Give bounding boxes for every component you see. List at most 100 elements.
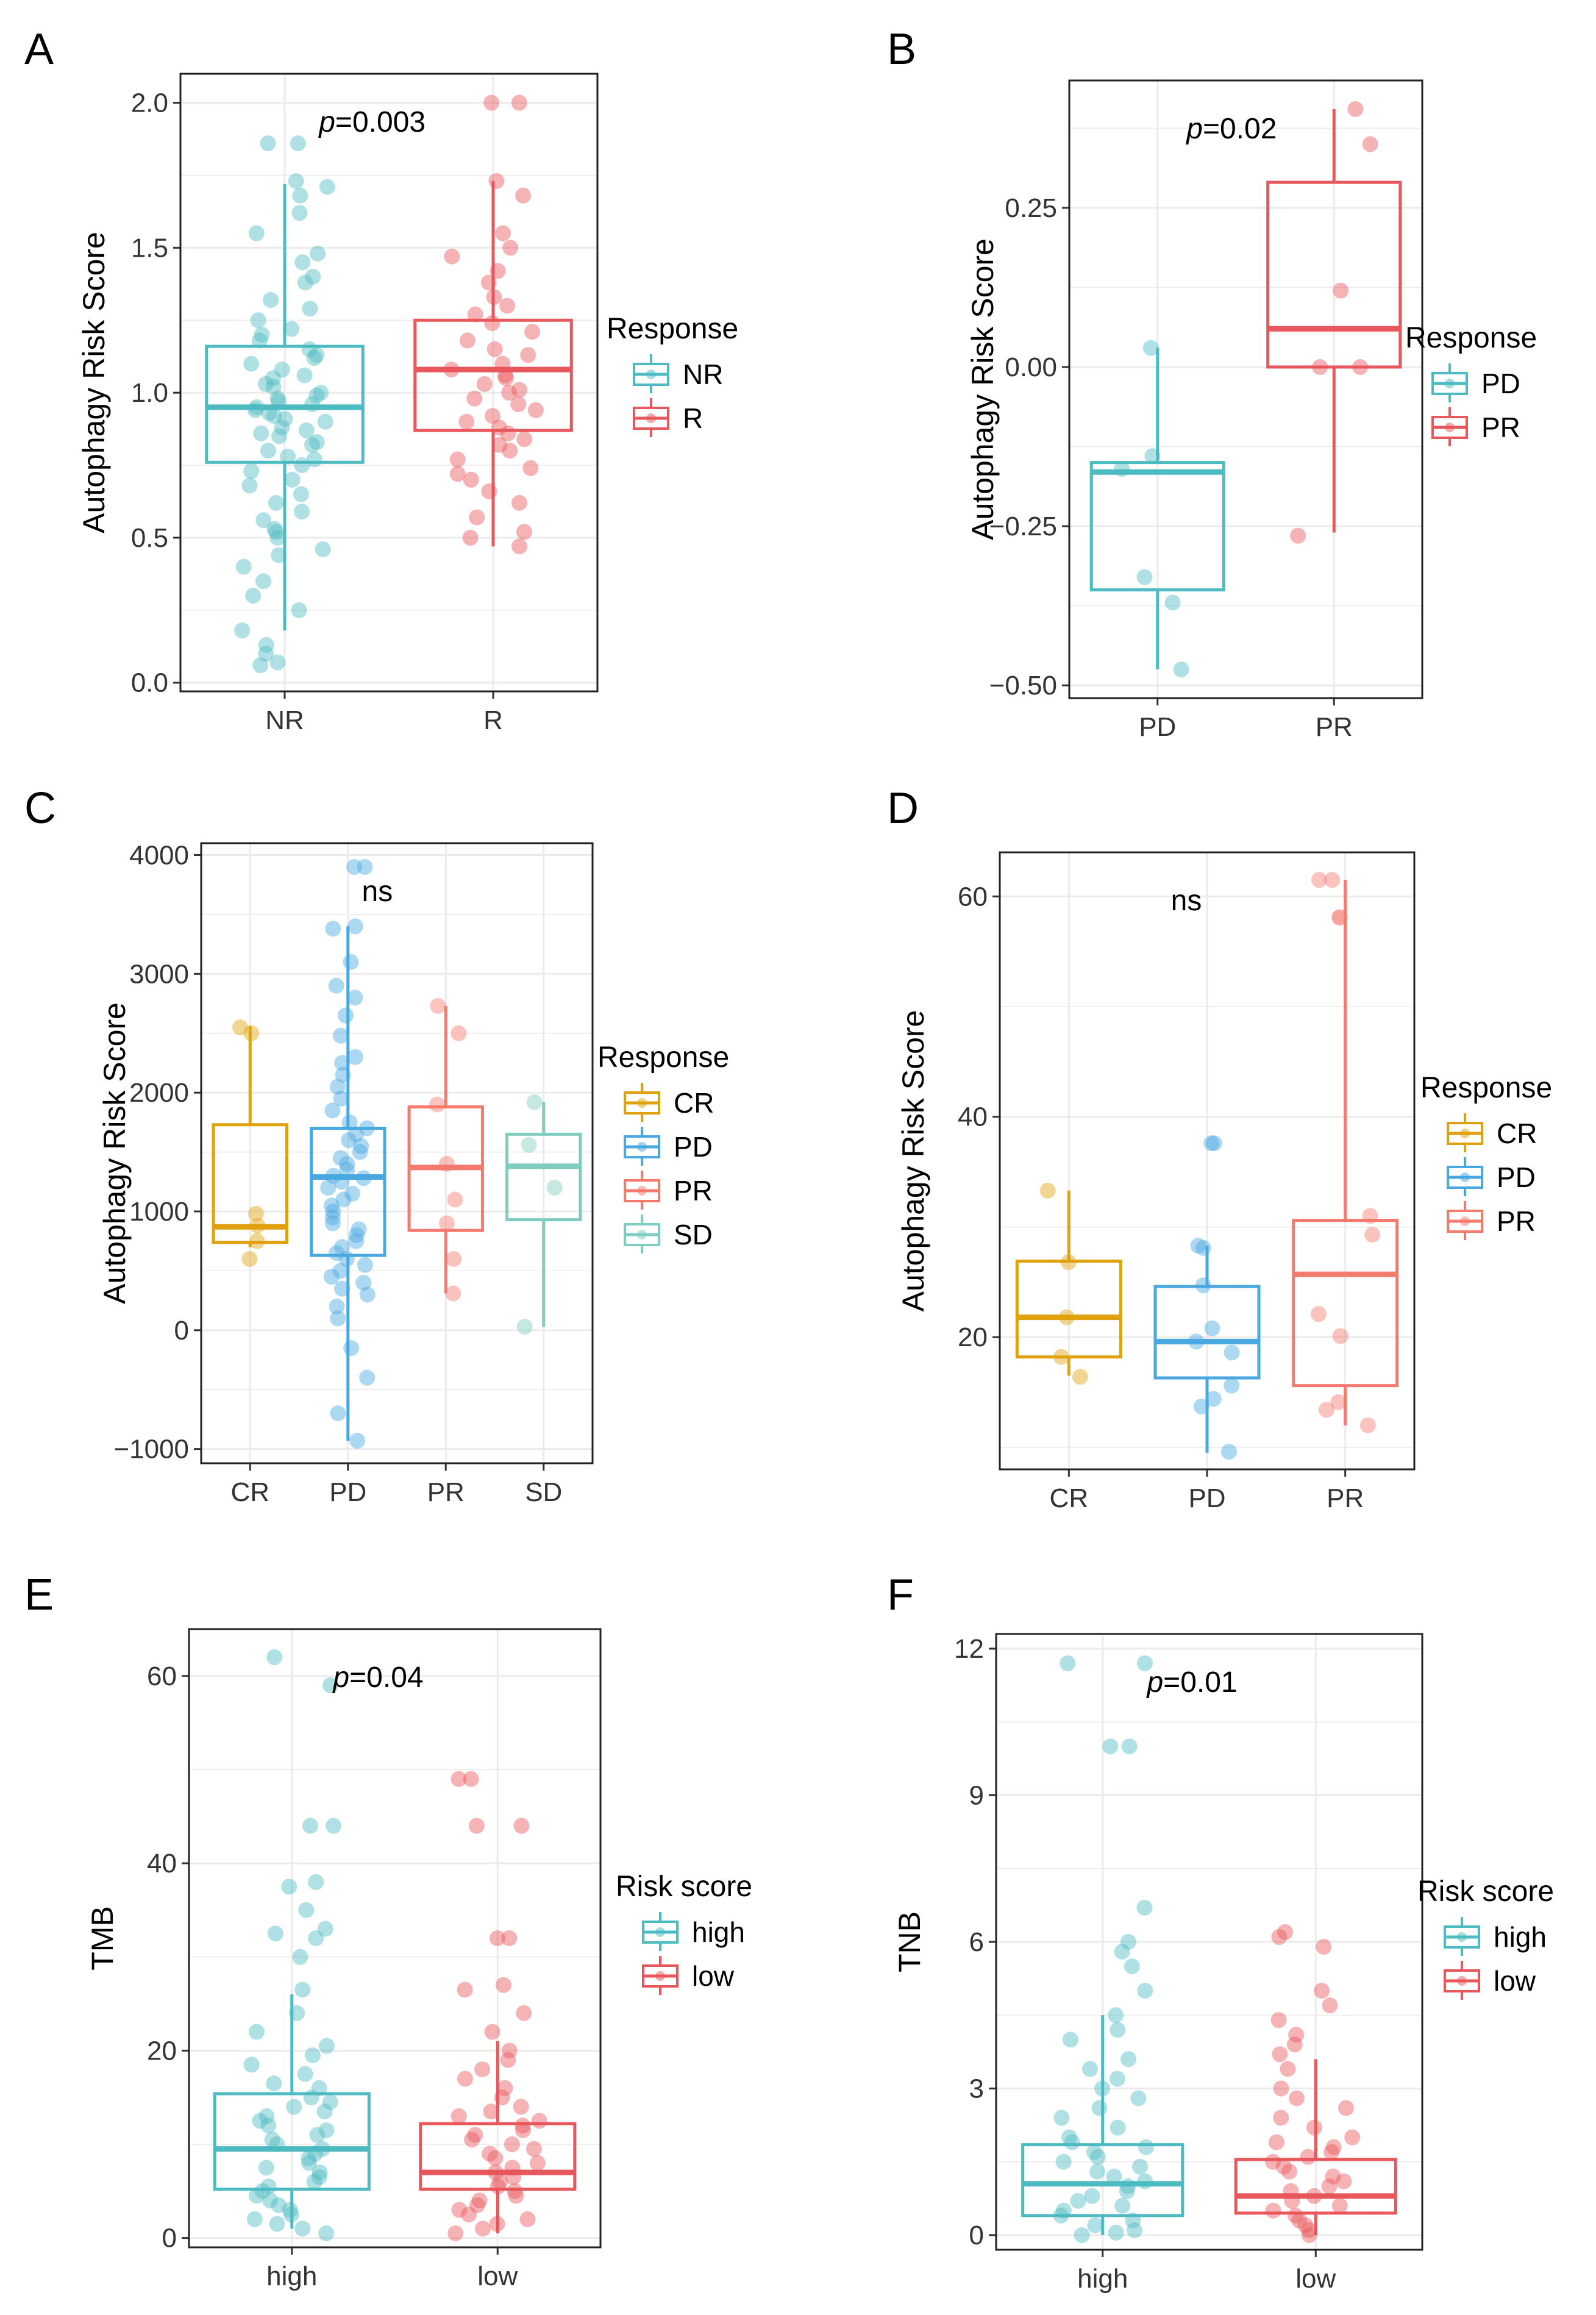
legend-label: PD [1481,368,1520,399]
x-tick-label: PD [1188,1483,1225,1513]
data-point [1265,2202,1281,2219]
significance-annotation: ns [1171,885,1202,917]
data-point [446,1250,462,1267]
data-point [525,2141,542,2157]
data-point [268,524,284,540]
data-point [1173,662,1189,678]
data-point [1131,2158,1148,2175]
data-point [292,1949,308,1965]
data-point [463,1771,479,1787]
data-point [527,402,544,418]
box-iqr [1021,2143,1185,2217]
data-point [457,1981,473,1998]
data-point [522,460,539,476]
data-point [311,2169,327,2185]
y-axis-title: TMB [85,1906,119,1971]
data-point [515,2117,531,2134]
data-point [429,1096,446,1113]
data-point [1070,2192,1086,2209]
data-point [248,225,265,241]
data-point [1277,1924,1294,1940]
data-point [248,399,265,415]
data-point [343,954,359,970]
y-tick-label: −1000 [113,1435,189,1464]
legend-key-point [655,1971,665,1981]
x-tick-label: PR [427,1477,465,1507]
data-point [459,332,476,349]
data-point [494,355,511,372]
data-point [498,370,515,387]
legend-key-point [1457,1976,1467,1986]
y-tick-label: 0.0 [131,668,168,698]
data-point [471,2192,488,2209]
data-point [489,2216,505,2232]
legend-title: Response [607,313,738,345]
data-point [318,2038,335,2054]
data-point [334,1280,351,1297]
x-tick-label: low [477,2261,518,2291]
data-point [469,2197,485,2213]
data-point [1325,2139,1342,2155]
box-high [213,1649,371,2241]
data-point [464,2131,480,2148]
data-point [338,1250,355,1267]
data-point [505,2169,522,2185]
data-point [1332,1328,1348,1344]
y-tick-label: 0 [162,2224,177,2253]
data-point [1224,1344,1240,1361]
legend-key-point [1460,1216,1470,1226]
data-point [284,471,301,488]
significance-annotation: p=0.04 [332,1661,423,1694]
data-point [1333,282,1349,299]
x-tick-label: CR [230,1477,269,1507]
legend-key-point [1445,423,1455,432]
box-CR [212,1019,288,1267]
data-point [1195,1277,1211,1294]
data-point [297,274,313,291]
y-tick-label: 0.00 [1005,352,1057,382]
data-point [462,529,479,546]
legend-title: Risk score [1417,1875,1554,1908]
data-point [516,1318,533,1335]
data-point [348,1126,365,1143]
data-point [515,2122,531,2138]
data-point [520,347,536,363]
data-point [1284,2192,1300,2209]
panel-E: E 0 20 40 60 high low TMB p=0.04 Risk score high lo… [24,1571,752,2291]
data-point [451,2202,468,2218]
plot-border [1068,79,1423,699]
data-point [1322,1997,1338,2014]
box-iqr [213,2092,371,2191]
plot-border [188,1628,602,2249]
data-point [311,2080,327,2096]
legend-key [1447,1201,1483,1240]
data-point [1190,1238,1206,1254]
data-point [1055,2202,1072,2219]
gridlines [180,74,597,691]
data-point [310,245,326,262]
data-point [298,422,315,438]
data-point [1060,1254,1077,1271]
data-point [359,1369,376,1386]
data-point [258,646,274,662]
data-point [486,289,502,305]
data-point [1270,2012,1287,2028]
y-tick-label: −0.50 [989,671,1057,701]
y-tick-label: 0 [969,2220,984,2250]
legend-label: low [1494,1965,1536,1997]
data-point [249,1233,265,1249]
data-point [269,390,286,407]
data-point [1108,2224,1124,2241]
data-point [469,509,485,526]
data-point [1312,358,1328,375]
data-point [1106,2168,1122,2185]
data-point [243,355,260,372]
data-point [245,588,262,604]
box-PD [1089,340,1225,678]
data-point [445,1285,461,1302]
data-point [1120,2178,1136,2194]
data-point [250,312,266,329]
data-point [260,443,276,459]
data-point [458,413,475,430]
legend-key [624,1127,660,1166]
